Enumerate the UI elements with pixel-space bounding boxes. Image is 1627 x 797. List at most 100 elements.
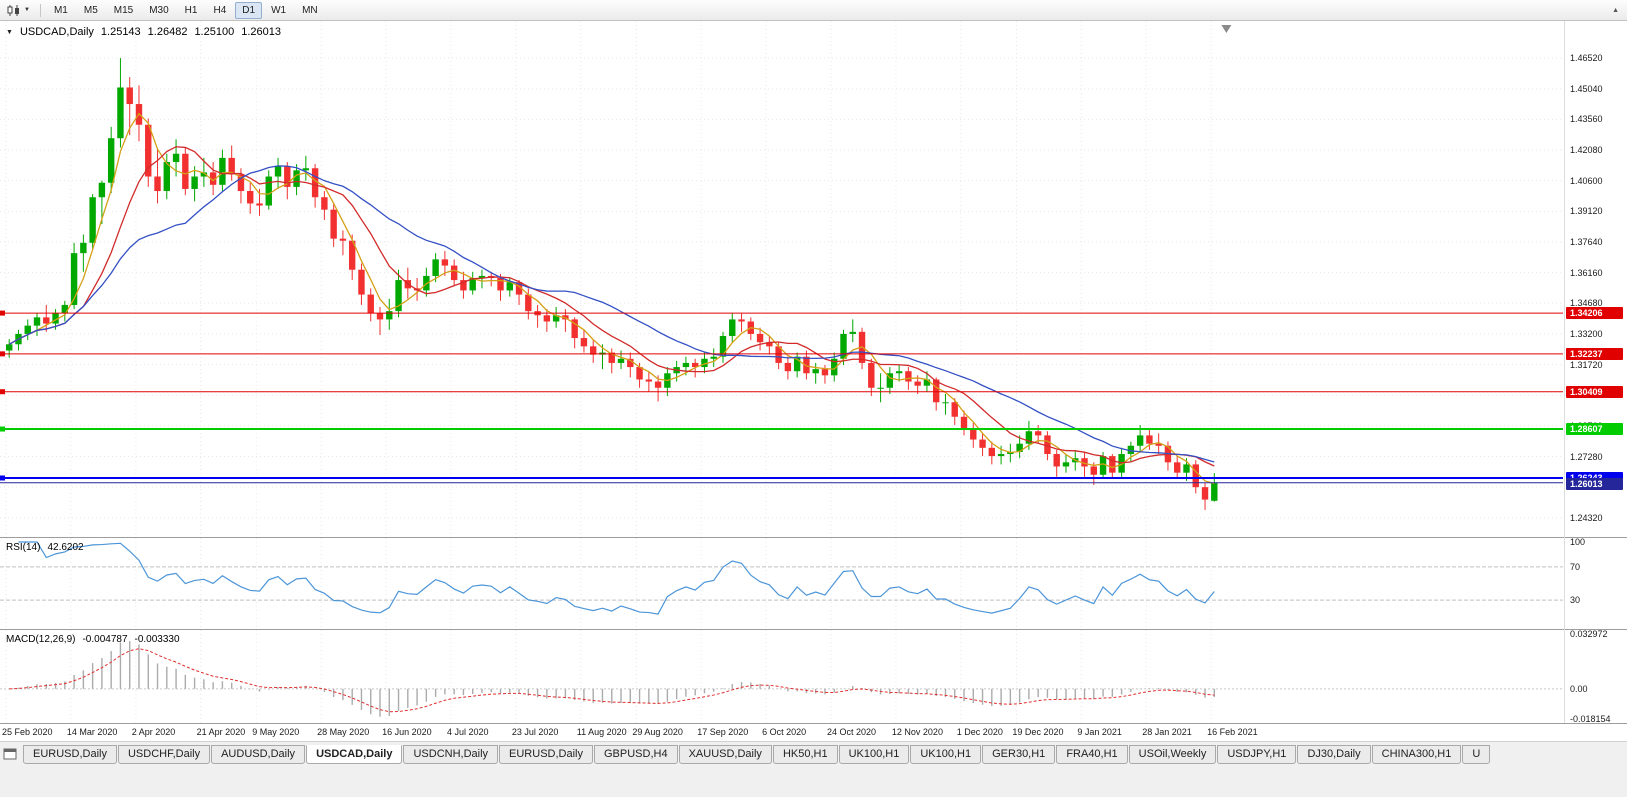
toolbar-separator (39, 3, 41, 17)
chart-tab-u[interactable]: U (1462, 745, 1491, 764)
timeframe-button-w1[interactable]: W1 (271, 4, 287, 16)
chart-dropdown-caret-icon[interactable]: ▼ (24, 7, 30, 13)
chart-tab-ger30-h1[interactable]: GER30,H1 (982, 745, 1056, 764)
date-axis-label: 19 Dec 2020 (1012, 727, 1064, 737)
macd-main-value: -0.004787 (82, 634, 128, 645)
rsi-axis-label: 100 (1570, 537, 1586, 547)
date-axis-label: 23 Jul 2020 (511, 727, 559, 737)
chart-tab-audusd-daily[interactable]: AUDUSD,Daily (211, 745, 306, 764)
date-axis-label: 14 Mar 2020 (66, 727, 118, 737)
price-axis-label: 1.36160 (1570, 267, 1603, 278)
chart-tab-eurusd-daily[interactable]: EURUSD,Daily (499, 745, 593, 764)
chart-tab-eurusd-daily[interactable]: EURUSD,Daily (23, 745, 117, 764)
date-axis-label: 6 Oct 2020 (762, 727, 807, 737)
rsi-name: RSI(14) (6, 542, 41, 553)
macd-name: MACD(12,26,9) (6, 634, 76, 645)
date-axis-label: 29 Aug 2020 (632, 727, 683, 737)
rsi-axis-label: 70 (1570, 561, 1581, 572)
date-axis-label: 1 Dec 2020 (956, 727, 1003, 737)
chart-tab-gbpusd-h4[interactable]: GBPUSD,H4 (594, 745, 678, 764)
chart-tab-usoil-weekly[interactable]: USOil,Weekly (1128, 745, 1217, 764)
date-axis-label: 12 Nov 2020 (891, 727, 943, 737)
timeframe-button-d1[interactable]: D1 (235, 1, 263, 19)
date-axis-label: 28 Jan 2021 (1142, 727, 1192, 737)
macd-indicator-canvas[interactable] (0, 630, 1563, 723)
chart-symbol-label: USDCAD,Daily (19, 26, 94, 38)
date-axis-label: 9 May 2020 (252, 727, 300, 737)
timeframe-toolbar: ▼ M1 M5 M15 M30 H1 H4 D1 W1 MN ▲ (0, 0, 1627, 21)
date-axis-label: 25 Feb 2020 (2, 727, 53, 737)
price-axis-label: 1.42080 (1570, 145, 1603, 156)
chart-tab-china300-h1[interactable]: CHINA300,H1 (1371, 745, 1462, 764)
timeframe-button-m30[interactable]: M30 (149, 4, 169, 16)
mini-window-glyph (3, 748, 17, 760)
price-axis-label: 1.33200 (1570, 328, 1603, 339)
window-menu-icon[interactable]: ▼ (6, 28, 13, 36)
chart-tab-xauusd-daily[interactable]: XAUUSD,Daily (678, 745, 772, 764)
price-axis-label: 1.43560 (1570, 114, 1603, 125)
timeframe-button-m5[interactable]: M5 (83, 4, 98, 16)
hline-price-tag: 1.28607 (1566, 423, 1623, 436)
rsi-indicator-canvas[interactable] (0, 538, 1563, 629)
ohlc-open: 1.25143 (100, 26, 141, 38)
chart-type-icon[interactable] (5, 3, 23, 18)
timeframe-button-m1[interactable]: M1 (53, 4, 68, 16)
timeframe-button-h4[interactable]: H4 (213, 4, 227, 16)
timeframe-button-mn[interactable]: MN (302, 4, 318, 16)
macd-signal-value: -0.003330 (134, 634, 180, 645)
date-axis-label: 21 Apr 2020 (196, 727, 246, 737)
macd-axis-label: 0.032972 (1570, 629, 1608, 639)
price-axis-label: 1.24320 (1570, 512, 1603, 523)
date-axis-label: 17 Sep 2020 (697, 727, 749, 737)
price-axis-label: 1.31720 (1570, 359, 1603, 370)
chart-tab-uk100-h1[interactable]: UK100,H1 (910, 745, 982, 764)
price-axis-label: 1.27280 (1570, 451, 1603, 462)
chart-tab-usdchf-daily[interactable]: USDCHF,Daily (117, 745, 211, 764)
price-axis-label: 1.39120 (1570, 206, 1603, 217)
toolbar-scroll-up-icon[interactable]: ▲ (1612, 6, 1619, 14)
date-axis-label: 9 Jan 2021 (1077, 727, 1122, 737)
chart-tab-usdcnh-daily[interactable]: USDCNH,Daily (403, 745, 499, 764)
price-axis-label: 1.45040 (1570, 83, 1603, 94)
price-axis-label: 1.34680 (1570, 298, 1603, 309)
hline-price-tag: 1.32237 (1566, 347, 1623, 360)
ohlc-close: 1.26013 (241, 26, 281, 38)
timeframe-button-h1[interactable]: H1 (184, 4, 198, 16)
candlestick-glyph (7, 4, 19, 16)
macd-indicator-label: MACD(12,26,9) -0.004787 -0.003330 (6, 634, 180, 645)
ohlc-info: ▼ USDCAD,Daily 1.25143 1.26482 1.25100 1… (6, 26, 281, 38)
chart-tab-fra40-h1[interactable]: FRA40,H1 (1056, 745, 1128, 764)
price-axis-label: 1.37640 (1570, 236, 1603, 247)
main-chart-canvas[interactable] (0, 21, 1563, 537)
chart-tab-usdjpy-h1[interactable]: USDJPY,H1 (1217, 745, 1297, 764)
date-axis-label: 28 May 2020 (317, 727, 370, 737)
rsi-indicator-label: RSI(14) 42.6202 (6, 542, 84, 553)
date-axis-label: 2 Apr 2020 (131, 727, 176, 737)
pane-divider[interactable] (0, 723, 1627, 724)
rsi-value: 42.6202 (47, 542, 84, 553)
chart-tabs: EURUSD,Daily USDCHF,Daily AUDUSD,Daily USDC… (23, 745, 1491, 764)
chart-tab-bar: EURUSD,Daily USDCHF,Daily AUDUSD,Daily USDC… (0, 741, 1627, 768)
chart-tab-usdcad-daily[interactable]: USDCAD,Daily (306, 745, 403, 764)
hline-price-tag: 1.34206 (1566, 307, 1623, 320)
pane-divider[interactable] (0, 629, 1627, 630)
date-axis-label: 16 Feb 2021 (1207, 727, 1258, 737)
window-list-icon[interactable] (3, 747, 19, 761)
price-axis-label: 1.40600 (1570, 175, 1603, 186)
chart-tab-uk100-h1[interactable]: UK100,H1 (838, 745, 910, 764)
chart-window[interactable]: ▼ USDCAD,Daily 1.25143 1.26482 1.25100 1… (0, 21, 1627, 741)
current-price-tag: 1.26013 (1566, 477, 1623, 490)
macd-axis-label: -0.018154 (1570, 714, 1611, 724)
timeframe-button-m15[interactable]: M15 (113, 4, 134, 16)
price-axis-label: 1.46520 (1570, 53, 1603, 64)
rsi-axis-label: 30 (1570, 595, 1581, 606)
ohlc-low: 1.25100 (194, 26, 235, 38)
hline-price-tag: 1.30409 (1566, 385, 1623, 398)
pane-divider[interactable] (0, 537, 1627, 538)
date-axis-label: 24 Oct 2020 (827, 727, 877, 737)
price-axis-border (1564, 21, 1565, 723)
chart-tab-dj30-daily[interactable]: DJ30,Daily (1297, 745, 1371, 764)
macd-axis-label: 0.00 (1570, 683, 1588, 694)
date-axis-label: 4 Jul 2020 (446, 727, 489, 737)
chart-tab-hk50-h1[interactable]: HK50,H1 (772, 745, 838, 764)
